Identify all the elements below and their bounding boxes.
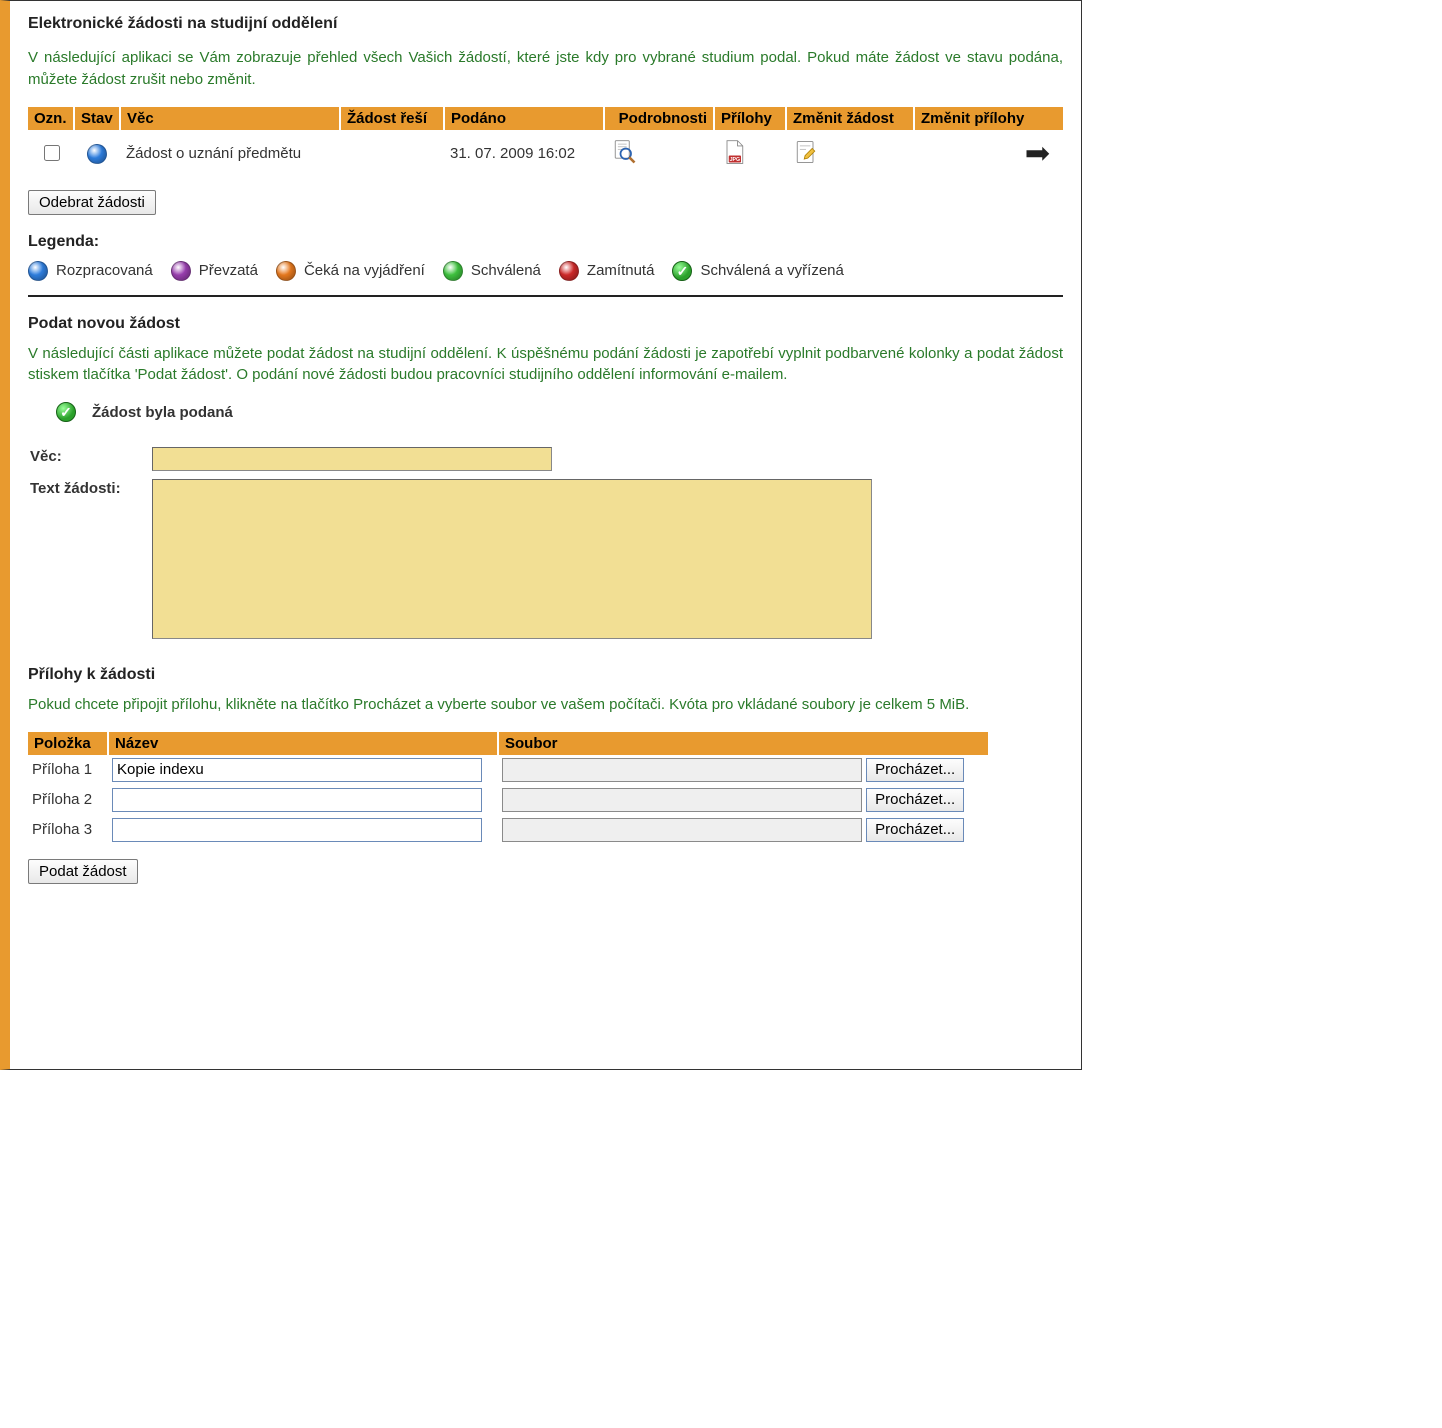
col-stav: Stav — [74, 107, 120, 130]
legend-status-icon: ✓ — [672, 261, 692, 281]
row-podano: 31. 07. 2009 16:02 — [444, 130, 604, 178]
attachment-name-input[interactable] — [112, 758, 482, 782]
col-podrobnosti: Podrobnosti — [604, 107, 714, 130]
edit-attachments-icon[interactable] — [1021, 153, 1053, 170]
attachment-name-input[interactable] — [112, 788, 482, 812]
text-label: Text žádosti: — [30, 476, 150, 646]
attachments-heading: Přílohy k žádosti — [28, 666, 1063, 684]
attachments-table: Položka Název Soubor Příloha 1 Procházet… — [28, 732, 988, 845]
submit-request-button[interactable]: Podat žádost — [28, 859, 138, 884]
legend-status-icon — [171, 261, 191, 281]
intro-paragraph-1: V následující aplikaci se Vám zobrazuje … — [28, 47, 1063, 91]
row-checkbox[interactable] — [44, 145, 60, 161]
legend-item: Rozpracovaná — [28, 261, 153, 281]
attachment-polozka: Příloha 3 — [28, 815, 108, 845]
col-resi: Žádost řeší — [340, 107, 444, 130]
attachment-file-path[interactable] — [502, 788, 862, 812]
col-zmenit-prilohy: Změnit přílohy — [914, 107, 1063, 130]
att-col-nazev: Název — [108, 732, 498, 755]
legend-label: Převzatá — [199, 262, 258, 279]
attachment-file-path[interactable] — [502, 818, 862, 842]
status-icon — [87, 144, 107, 164]
legend-status-icon — [28, 261, 48, 281]
col-zmenit-zadost: Změnit žádost — [786, 107, 914, 130]
page-container: Elektronické žádosti na studijní oddělen… — [0, 0, 1082, 1070]
row-resi — [340, 130, 444, 178]
legend-label: Schválená a vyřízená — [700, 262, 843, 279]
svg-text:JPG: JPG — [730, 157, 741, 163]
success-text: Žádost byla podaná — [92, 404, 233, 421]
legend-item: Zamítnutá — [559, 261, 655, 281]
att-col-soubor: Soubor — [498, 732, 988, 755]
col-podano: Podáno — [444, 107, 604, 130]
new-request-intro: V následující části aplikace můžete poda… — [28, 343, 1063, 387]
details-icon[interactable] — [610, 153, 638, 170]
legend-status-icon — [276, 261, 296, 281]
request-form: Věc: Text žádosti: — [28, 442, 874, 648]
vec-input[interactable] — [152, 447, 552, 471]
attachment-polozka: Příloha 1 — [28, 755, 108, 785]
browse-button[interactable]: Procházet... — [866, 818, 964, 842]
legend-item: Čeká na vyjádření — [276, 261, 425, 281]
col-prilohy: Přílohy — [714, 107, 786, 130]
att-col-polozka: Položka — [28, 732, 108, 755]
browse-button[interactable]: Procházet... — [866, 758, 964, 782]
col-ozn: Ozn. — [28, 107, 74, 130]
success-check-icon: ✓ — [56, 402, 76, 422]
vec-label: Věc: — [30, 444, 150, 474]
legend-label: Schválená — [471, 262, 541, 279]
attachments-intro: Pokud chcete připojit přílohu, klikněte … — [28, 694, 1063, 716]
remove-requests-button[interactable]: Odebrat žádosti — [28, 190, 156, 215]
legend-label: Zamítnutá — [587, 262, 655, 279]
legend-label: Rozpracovaná — [56, 262, 153, 279]
separator — [28, 295, 1063, 297]
new-request-heading: Podat novou žádost — [28, 315, 1063, 333]
attachment-icon[interactable]: JPG — [720, 153, 748, 170]
page-title: Elektronické žádosti na studijní oddělen… — [28, 15, 1063, 33]
browse-button[interactable]: Procházet... — [866, 788, 964, 812]
legend-heading: Legenda: — [28, 233, 1063, 251]
legend-item: ✓ Schválená a vyřízená — [672, 261, 843, 281]
col-vec: Věc — [120, 107, 340, 130]
edit-request-icon[interactable] — [792, 153, 820, 170]
attachment-row: Příloha 1 Procházet... — [28, 755, 988, 785]
attachment-polozka: Příloha 2 — [28, 785, 108, 815]
attachment-row: Příloha 2 Procházet... — [28, 785, 988, 815]
attachment-name-input[interactable] — [112, 818, 482, 842]
request-text-input[interactable] — [152, 479, 872, 639]
legend-item: Schválená — [443, 261, 541, 281]
requests-table: Ozn. Stav Věc Žádost řeší Podáno Podrobn… — [28, 107, 1063, 178]
legend-item: Převzatá — [171, 261, 258, 281]
legend-row: Rozpracovaná Převzatá Čeká na vyjádření Sch… — [28, 261, 1063, 281]
table-row: Žádost o uznání předmětu 31. 07. 2009 16… — [28, 130, 1063, 178]
success-message: ✓ Žádost byla podaná — [56, 402, 1063, 422]
row-vec: Žádost o uznání předmětu — [120, 130, 340, 178]
attachment-row: Příloha 3 Procházet... — [28, 815, 988, 845]
legend-label: Čeká na vyjádření — [304, 262, 425, 279]
attachment-file-path[interactable] — [502, 758, 862, 782]
legend-status-icon — [559, 261, 579, 281]
legend-status-icon — [443, 261, 463, 281]
